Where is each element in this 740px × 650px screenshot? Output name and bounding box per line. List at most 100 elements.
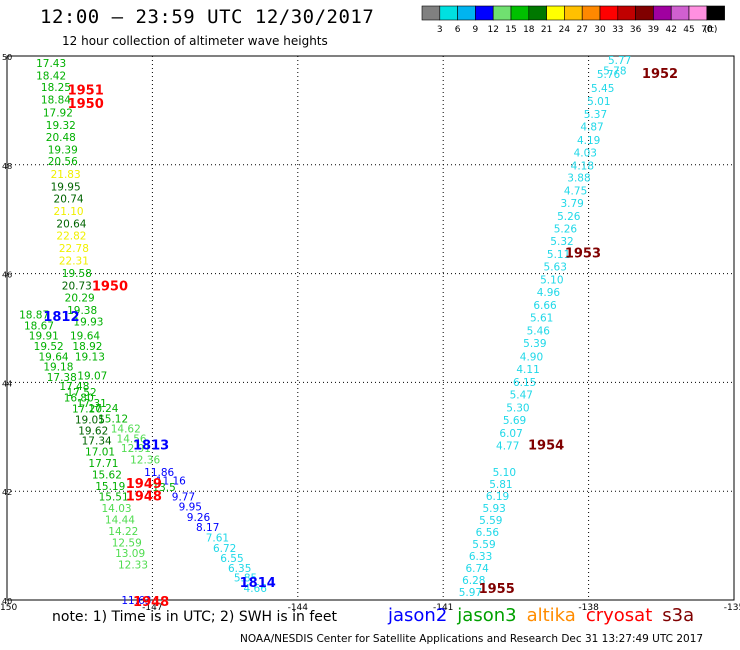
lat-tick-label: 44 [2, 379, 12, 388]
colorbar-tick-label: 21 [541, 25, 552, 35]
wave-height-value: 4.90 [520, 351, 543, 363]
wave-height-value: 5.69 [503, 415, 526, 427]
wave-height-value: 18.67 [24, 320, 54, 332]
wave-height-value: 20.48 [46, 132, 76, 144]
footer-credit: NOAA/NESDIS Center for Satellite Applica… [240, 633, 704, 645]
colorbar-bin [706, 5, 725, 21]
pass-number-label: 1955 [479, 582, 515, 597]
wave-height-value: 19.62 [78, 425, 108, 437]
wave-height-value: 14.44 [105, 514, 135, 526]
wave-height-value: 6.74 [465, 563, 489, 575]
wave-height-value: 5.01 [587, 96, 610, 108]
wave-height-value: 21.10 [54, 206, 84, 218]
pass-number-label: 1954 [528, 438, 564, 453]
wave-height-value: 19.95 [51, 182, 81, 194]
wave-height-value: 5.39 [523, 338, 546, 350]
wave-height-value: 4.18 [571, 160, 594, 172]
lon-tick-label: -138 [578, 603, 599, 613]
wave-height-value: 21.83 [51, 169, 81, 181]
wave-height-value: 15.12 [98, 413, 128, 425]
wave-height-value: 5.76 [597, 69, 621, 81]
wave-height-value: 6.35 [228, 563, 251, 575]
wave-height-value: 20.29 [65, 293, 95, 305]
wave-height-value: 19.64 [39, 351, 69, 363]
wave-height-value: 4.19 [577, 135, 600, 147]
wave-height-value: 5.78 [603, 66, 626, 78]
wave-height-value: 3.79 [560, 198, 583, 210]
wave-height-value: 19.05 [75, 414, 105, 426]
wave-height-value: 19.18 [43, 362, 73, 374]
colorbar-tick-label: 18 [523, 25, 535, 35]
wave-height-value: 5.26 [554, 223, 578, 235]
lon-tick-label: -147 [142, 603, 162, 613]
wave-height-value: 6.72 [213, 543, 236, 555]
wave-height-value: 12.91 [121, 443, 151, 455]
wave-height-value: 4.75 [564, 185, 587, 197]
lat-tick-label: 40 [2, 597, 12, 606]
map-title: 12:00 – 23:59 UTC 12/30/2017 [40, 6, 375, 28]
wave-height-value: 19.39 [48, 145, 78, 157]
colorbar-tick-label: 42 [665, 25, 676, 35]
wave-height-value: 4.87 [580, 122, 603, 134]
wave-height-value: 14.62 [111, 424, 141, 436]
wave-height-value: 15.51 [99, 492, 129, 504]
wave-height-value: 17.43 [36, 58, 66, 70]
colorbar-tick-label: 24 [559, 25, 571, 35]
colorbar-tick-label: 6 [455, 25, 461, 35]
wave-height-value: 4.96 [537, 287, 561, 299]
wave-height-value: 5.11 [547, 249, 570, 261]
wave-height-value: 22.82 [56, 231, 86, 243]
colorbar-tick-label: 9 [473, 25, 479, 35]
wave-height-value: 5.37 [584, 109, 607, 121]
wave-height-value: 17.24 [88, 403, 118, 415]
pass-number-label: 1813 [133, 438, 169, 453]
colorbar-tick-label: 12 [487, 25, 498, 35]
pass-number-label: 1812 [43, 310, 79, 325]
wave-height-value: 18.84 [41, 95, 71, 107]
wave-height-value: 17.48 [59, 381, 89, 393]
wave-height-value: 6.28 [462, 575, 485, 587]
wave-height-value: 15.19 [95, 481, 125, 493]
footer-note: note: 1) Time is in UTC; 2) SWH is in fe… [52, 609, 338, 625]
wave-height-value: 19.93 [73, 316, 103, 328]
wave-height-value: 6.55 [220, 553, 243, 565]
wave-height-value: 5.61 [530, 313, 553, 325]
lat-tick-label: 46 [2, 271, 12, 280]
satellite-name: altika [526, 605, 576, 626]
satellite-name: jason3 [457, 605, 517, 626]
wave-height-value: 6.19 [486, 491, 509, 503]
wave-height-value: 18.87 [19, 309, 49, 321]
colorbar-tick-label: 15 [505, 25, 516, 35]
colorbar-tick-label: 39 [648, 25, 660, 35]
lon-tick-label: -150 [0, 603, 17, 613]
wave-height-value: 5.77 [608, 55, 631, 67]
colorbar-unit: (ft) [704, 25, 718, 35]
satellite-name: jason2 [388, 605, 448, 626]
wave-height-value: 17.34 [82, 436, 112, 448]
wave-height-value: 12.36 [130, 455, 160, 467]
wave-height-value: 8.17 [196, 522, 219, 534]
wave-height-value: 13.5 [152, 482, 175, 494]
wave-height-value: 5.59 [472, 539, 495, 551]
wave-height-value: 5.47 [510, 389, 533, 401]
wave-height-value: 11.63 [121, 595, 151, 607]
satellite-name: cryosat [585, 605, 653, 626]
wave-height-value: 18.92 [72, 341, 102, 353]
wave-height-value: 5.10 [540, 275, 563, 287]
wave-height-value: 18.42 [36, 71, 66, 83]
wave-height-value: 19.07 [77, 370, 107, 382]
lat-tick-label: 42 [2, 488, 12, 497]
lon-tick-label: -141 [433, 603, 453, 613]
pass-number-label: 1950 [68, 97, 104, 112]
wave-height-value: 17.71 [88, 458, 118, 470]
wave-height-value: 19.52 [34, 341, 64, 353]
wave-height-value: 17.01 [85, 446, 115, 458]
wave-height-value: 5.93 [482, 503, 505, 515]
colorbar-tick-label: 30 [594, 25, 606, 35]
lat-tick-label: 48 [2, 162, 12, 171]
wave-height-value: 9.77 [172, 492, 195, 504]
wave-height-value: 15.62 [92, 469, 122, 481]
wave-height-value: 9.26 [187, 512, 211, 524]
wave-height-value: 5.97 [459, 587, 482, 599]
